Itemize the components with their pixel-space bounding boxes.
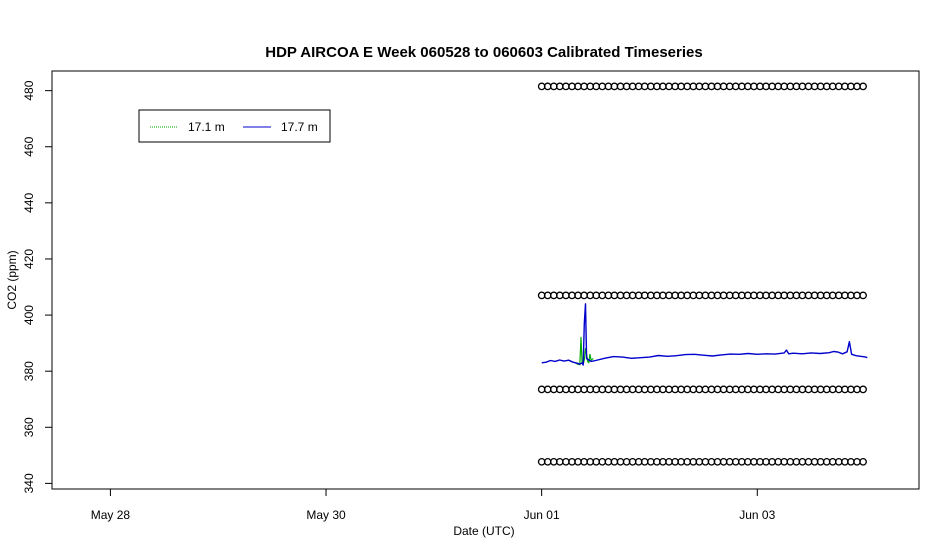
calibration-point	[804, 82, 813, 91]
calibration-point	[804, 291, 813, 300]
x-axis-label: Date (UTC)	[453, 524, 514, 538]
calibration-point	[701, 291, 710, 300]
calibration-point	[719, 82, 728, 91]
calibration-point	[768, 385, 776, 394]
calibration-point	[562, 82, 570, 91]
legend-label-17-1m: 17.1 m	[188, 120, 225, 134]
calibration-point	[580, 291, 588, 300]
calibration-point	[598, 457, 607, 466]
calibration-point	[719, 385, 728, 394]
calibration-point	[834, 82, 843, 91]
y-axis: 340 360 380 400 420 440 460 480	[22, 80, 52, 493]
calibration-point	[853, 385, 861, 394]
plot-frame	[51, 70, 920, 490]
calibration-point	[719, 457, 728, 466]
calibration-point	[750, 82, 758, 91]
calibration-point	[768, 457, 776, 466]
calibration-point	[786, 457, 795, 466]
x-tick-label: Jun 03	[739, 508, 775, 522]
calibration-point	[598, 291, 607, 300]
chart-title: HDP AIRCOA E Week 060528 to 060603 Calib…	[265, 44, 702, 61]
calibration-point	[616, 457, 625, 466]
y-tick-label: 380	[22, 361, 36, 381]
calibration-point	[646, 291, 655, 300]
calibration-point	[646, 82, 655, 91]
calibration-point	[646, 385, 655, 394]
calibration-point	[665, 457, 673, 466]
calibration-point	[701, 82, 710, 91]
y-tick-label: 460	[22, 136, 36, 156]
y-axis-label: CO2 (ppm)	[5, 250, 19, 309]
y-tick-label: 360	[22, 417, 36, 437]
calibration-point	[580, 457, 588, 466]
calibration-point	[665, 82, 673, 91]
calibration-point	[834, 291, 843, 300]
calibration-point	[683, 385, 692, 394]
x-axis: May 28 May 30 Jun 01 Jun 03	[91, 489, 776, 522]
calibration-point	[834, 385, 843, 394]
calibration-point	[859, 291, 867, 300]
calibration-point	[786, 385, 795, 394]
calibration-point	[859, 457, 867, 466]
calibration-point	[598, 385, 607, 394]
calibration-point	[616, 291, 625, 300]
calibration-point	[804, 457, 813, 466]
calibration-point	[859, 385, 867, 394]
calibration-point	[580, 82, 588, 91]
calibration-point	[616, 82, 625, 91]
y-tick-label: 400	[22, 305, 36, 325]
calibration-point	[683, 291, 692, 300]
x-tick-label: Jun 01	[524, 508, 560, 522]
calibration-point	[853, 82, 861, 91]
calibration-point	[598, 82, 607, 91]
calibration-point	[853, 457, 861, 466]
calibration-point	[562, 291, 570, 300]
calibration-point	[665, 291, 673, 300]
y-tick-label: 340	[22, 473, 36, 493]
calibration-point	[750, 385, 758, 394]
calibration-point	[646, 457, 655, 466]
calibration-point	[750, 291, 758, 300]
legend-box	[138, 109, 331, 143]
calibration-point	[683, 457, 692, 466]
calibration-point	[853, 291, 861, 300]
calibration-point	[804, 385, 813, 394]
y-tick-label: 480	[22, 80, 36, 100]
legend: 17.1 m 17.7 m	[138, 109, 331, 143]
calibration-point	[665, 385, 673, 394]
calibration-point	[768, 291, 776, 300]
calibration-point	[616, 385, 625, 394]
calibration-point	[834, 457, 843, 466]
calibration-point	[719, 291, 728, 300]
series-line-17-1m	[574, 336, 594, 366]
calibration-point	[786, 291, 795, 300]
series-line-17-7m	[541, 303, 868, 366]
calibration-point	[859, 82, 867, 91]
calibration-point	[768, 82, 776, 91]
series-layer	[541, 303, 868, 366]
calibration-point	[580, 385, 588, 394]
x-tick-label: May 28	[91, 508, 131, 522]
calibration-point	[701, 385, 710, 394]
calibration-point	[786, 82, 795, 91]
calibration-point	[750, 457, 758, 466]
calibration-point	[701, 457, 710, 466]
calibration-markers	[537, 82, 867, 466]
calibration-point	[683, 82, 692, 91]
y-tick-label: 440	[22, 193, 36, 213]
calibration-point	[562, 457, 570, 466]
legend-label-17-7m: 17.7 m	[281, 120, 318, 134]
x-tick-label: May 30	[306, 508, 346, 522]
calibration-point	[562, 385, 570, 394]
y-tick-label: 420	[22, 249, 36, 269]
